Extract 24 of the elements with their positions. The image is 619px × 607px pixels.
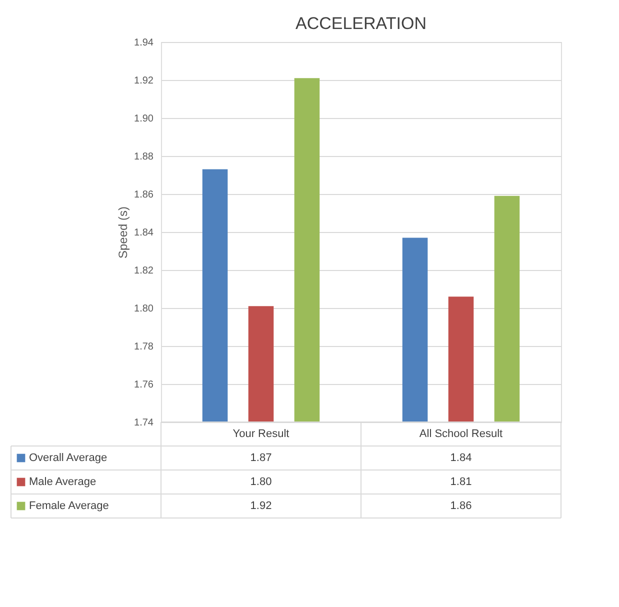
y-tick-label: 1.86	[134, 190, 154, 200]
y-tick-label: 1.82	[134, 266, 154, 276]
legend-label: Overall Average	[29, 452, 108, 464]
y-axis-title: Speed (s)	[116, 206, 130, 259]
legend-label: Male Average	[29, 476, 96, 488]
data-label: 1.86	[450, 500, 472, 512]
legend-label: Female Average	[29, 500, 109, 512]
y-tick-label: 1.78	[134, 342, 154, 352]
y-tick-label: 1.76	[134, 380, 154, 390]
chart-title: ACCELERATION	[296, 14, 426, 33]
x-tick-label: Your Result	[232, 428, 290, 440]
data-label: 1.81	[450, 476, 472, 488]
y-tick-label: 1.84	[134, 228, 154, 238]
data-label: 1.80	[250, 476, 272, 488]
y-tick-label: 1.80	[134, 304, 154, 314]
y-tick-label: 1.92	[134, 76, 154, 86]
data-label: 1.87	[250, 452, 272, 464]
y-tick-label: 1.88	[134, 152, 154, 162]
y-tick-label: 1.74	[134, 418, 154, 428]
data-label: 1.92	[250, 500, 272, 512]
x-tick-label: All School Result	[419, 428, 503, 440]
y-tick-label: 1.90	[134, 114, 154, 124]
y-tick-label: 1.94	[134, 38, 154, 48]
data-label: 1.84	[450, 452, 472, 464]
